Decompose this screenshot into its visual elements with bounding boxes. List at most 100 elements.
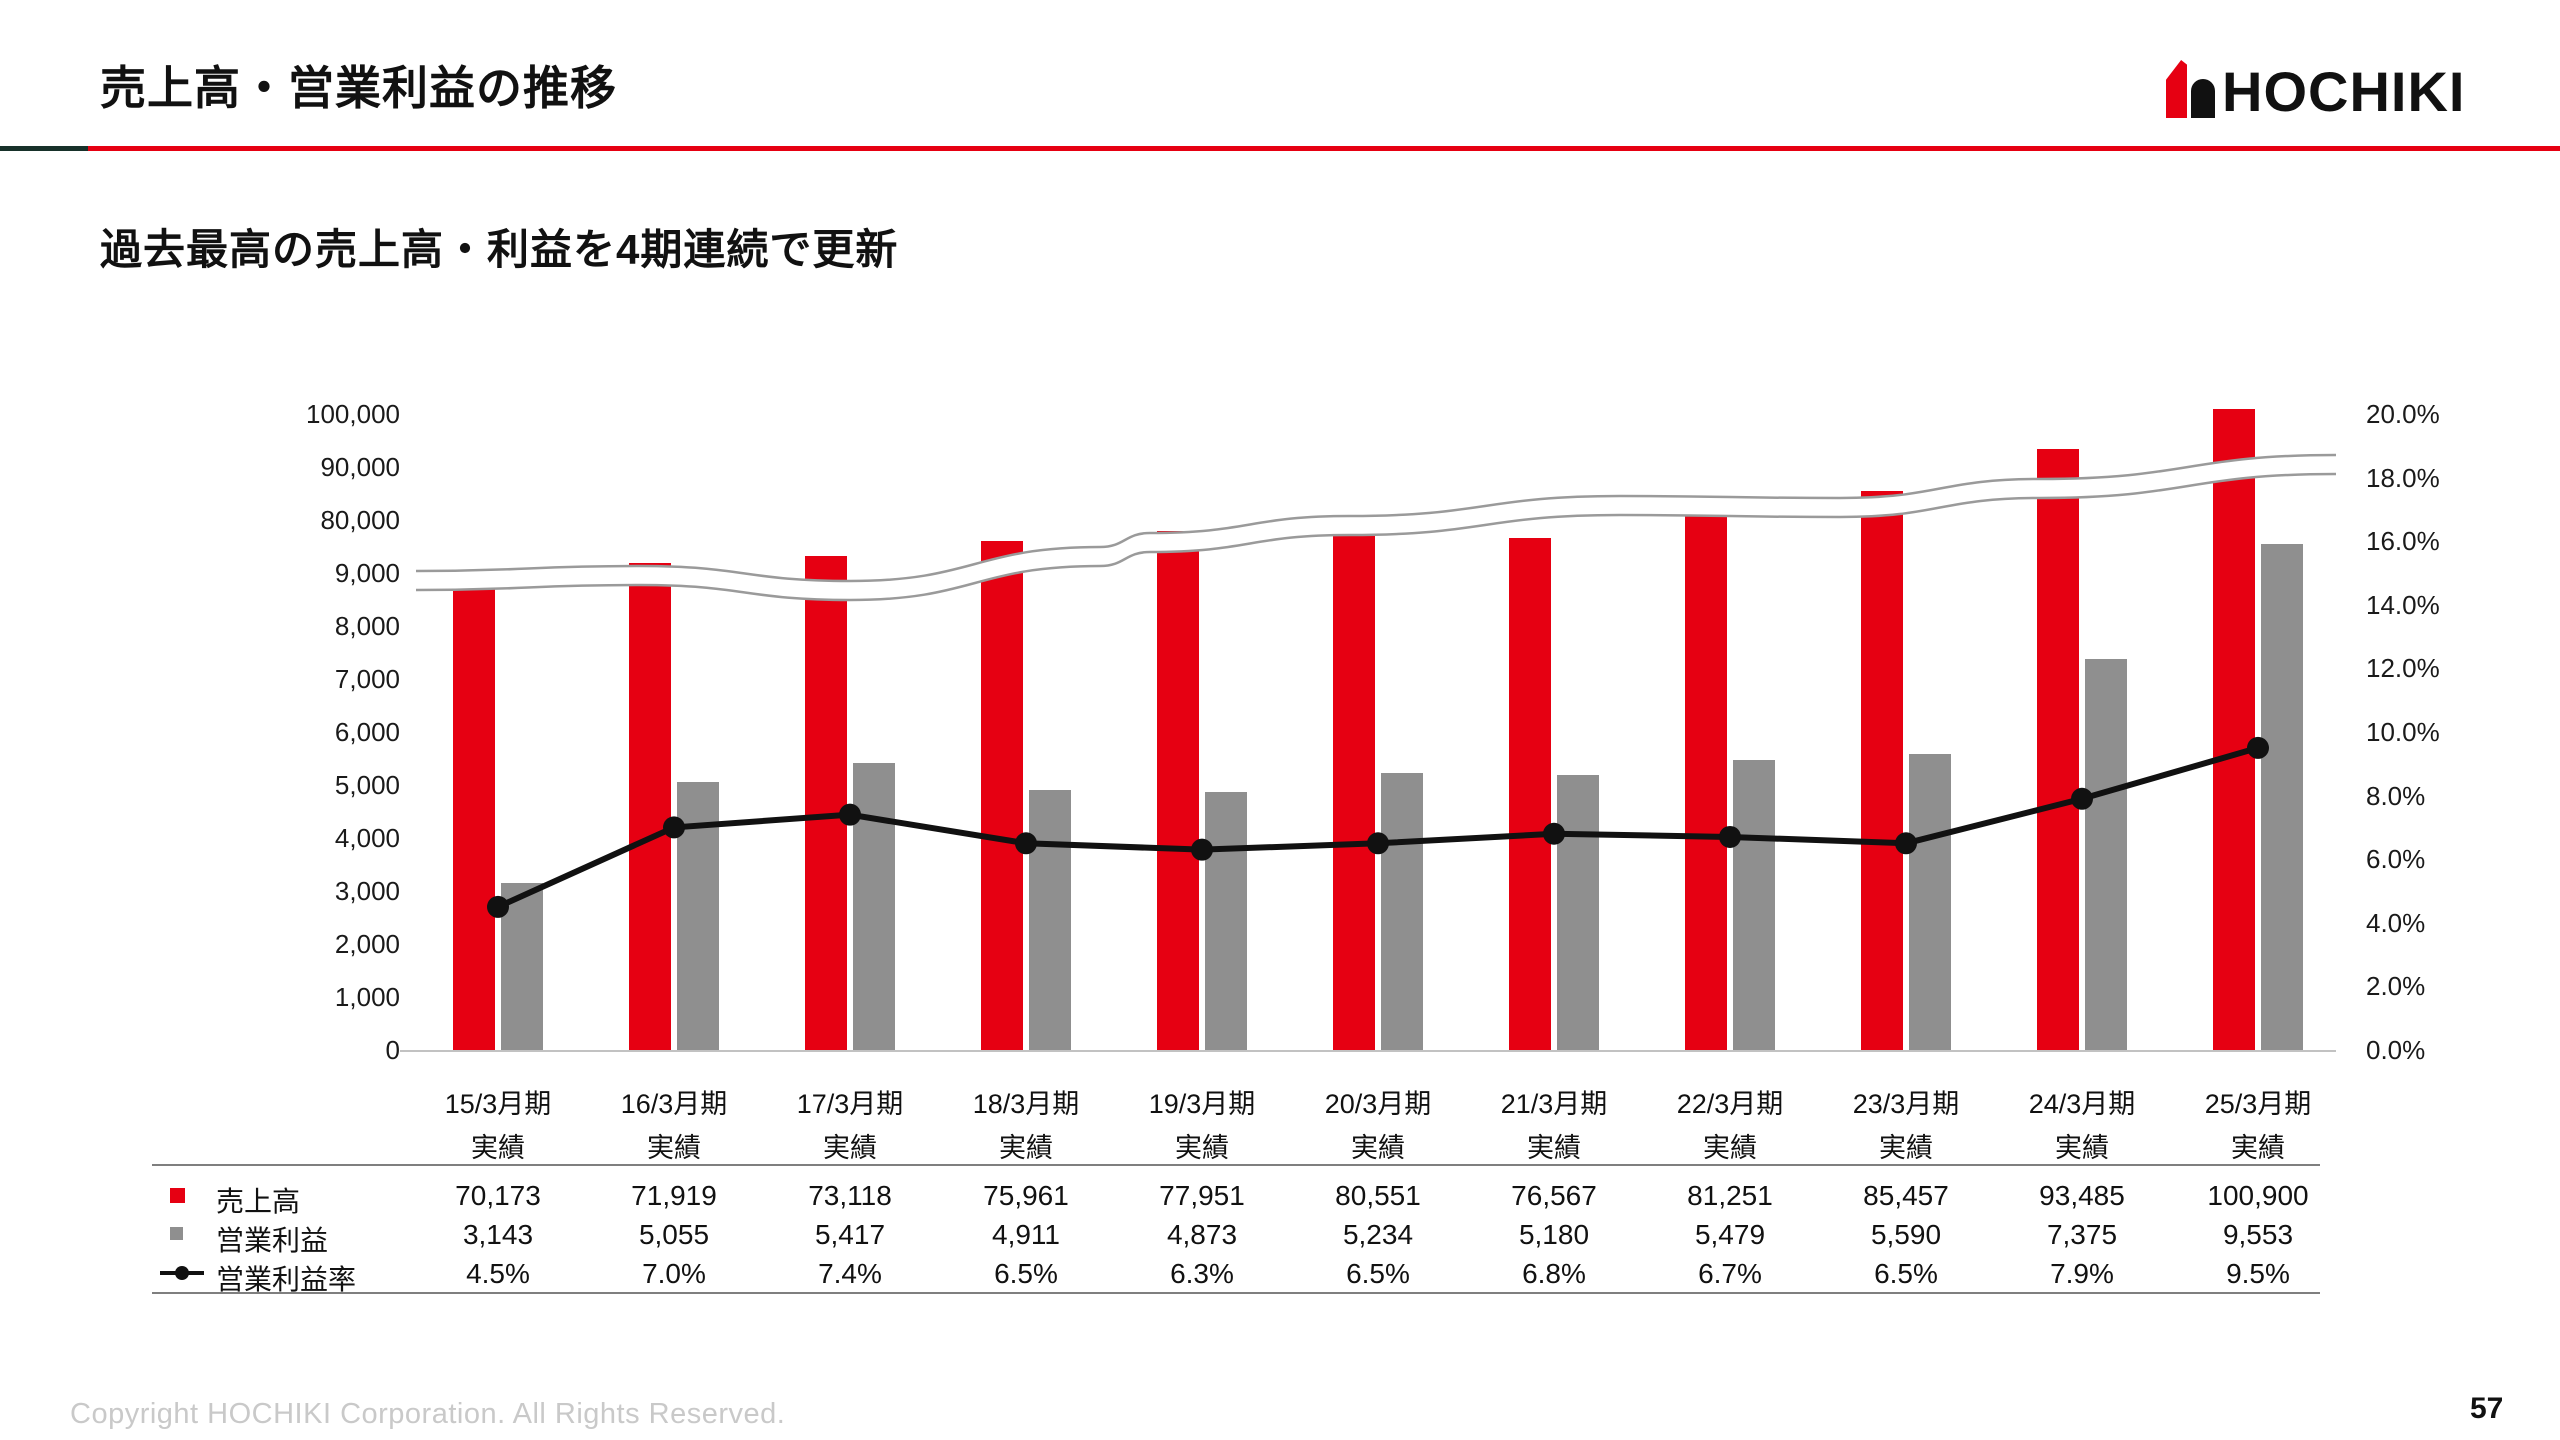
operating-income-bar xyxy=(2085,659,2127,1050)
x-axis-label: 15/3月期 xyxy=(444,1089,552,1119)
right-axis-tick-label: 20.0% xyxy=(2366,399,2440,429)
table-cell: 81,251 xyxy=(1687,1180,1773,1211)
x-axis-sublabel: 実績 xyxy=(1703,1133,1757,1163)
operating-margin-legend-dot xyxy=(175,1266,189,1280)
x-axis-label: 21/3月期 xyxy=(1500,1089,1608,1119)
operating-income-bar xyxy=(2261,543,2303,1050)
table-cell: 75,961 xyxy=(983,1180,1069,1211)
slide-subtitle: 過去最高の売上高・利益を4期連続で更新 xyxy=(100,226,899,273)
table-cell: 5,055 xyxy=(638,1219,710,1250)
table-cell: 9.5% xyxy=(2226,1258,2290,1289)
operating-income-bar xyxy=(1733,759,1775,1050)
right-axis-tick-label: 6.0% xyxy=(2366,844,2426,875)
x-axis-label: 19/3月期 xyxy=(1148,1089,1256,1119)
table-cell: 5,180 xyxy=(1518,1219,1590,1250)
table-cell: 5,417 xyxy=(814,1219,886,1250)
sales-bar xyxy=(981,541,1023,1050)
table-cell: 93,485 xyxy=(2039,1180,2125,1211)
table-cell: 100,900 xyxy=(2207,1180,2309,1211)
table-cell: 7.9% xyxy=(2050,1258,2114,1289)
sales-bar xyxy=(1861,491,1903,1050)
left-axis-tick-label: 3,000 xyxy=(334,876,400,906)
right-axis-tick-label: 12.0% xyxy=(2366,653,2440,684)
table-cell: 6.5% xyxy=(1346,1258,1410,1289)
table-cell: 4,911 xyxy=(992,1219,1060,1250)
hochiki-logo-text: HOCHIKI xyxy=(2222,60,2466,123)
table-cell: 3,143 xyxy=(462,1219,534,1250)
table-cell: 7.4% xyxy=(818,1258,882,1289)
table-row-label: 営業利益 xyxy=(216,1225,329,1256)
table-cell: 73,118 xyxy=(808,1180,892,1211)
x-axis-sublabel: 実績 xyxy=(647,1133,701,1163)
left-axis-tick-label: 5,000 xyxy=(334,770,400,800)
table-cell: 77,951 xyxy=(1159,1180,1245,1211)
left-axis-tick-label: 80,000 xyxy=(320,505,400,535)
table-cell: 4,873 xyxy=(1166,1219,1238,1250)
page-number: 57 xyxy=(2470,1392,2504,1425)
table-cell: 6.8% xyxy=(1522,1258,1586,1289)
table-cell: 80,551 xyxy=(1335,1180,1421,1211)
table-top-rule xyxy=(152,1164,2320,1166)
table-cell: 70,173 xyxy=(455,1180,541,1211)
x-axis-sublabel: 実績 xyxy=(823,1133,877,1163)
hochiki-logo-flame-icon xyxy=(2166,60,2187,118)
table-cell: 6.7% xyxy=(1698,1258,1762,1289)
operating-income-bar xyxy=(1381,772,1423,1050)
title-divider-red-segment xyxy=(88,146,2560,151)
table-bottom-rule xyxy=(152,1292,2320,1294)
table-cell: 5,234 xyxy=(1342,1219,1414,1250)
sales-bar xyxy=(1685,513,1727,1050)
x-axis-sublabel: 実績 xyxy=(999,1133,1053,1163)
operating-income-bar xyxy=(853,762,895,1050)
sales-bar xyxy=(453,572,495,1050)
table-cell: 4.5% xyxy=(466,1258,530,1289)
right-axis-tick-label: 10.0% xyxy=(2366,717,2440,747)
left-axis-tick-label: 9,000 xyxy=(334,558,400,588)
x-axis-sublabel: 実績 xyxy=(2231,1133,2285,1163)
x-axis-label: 18/3月期 xyxy=(972,1089,1080,1119)
table-cell: 9,553 xyxy=(2222,1219,2294,1250)
left-axis-tick-label: 2,000 xyxy=(334,929,400,959)
x-axis-label: 25/3月期 xyxy=(2204,1089,2312,1119)
table-cell: 5,590 xyxy=(1870,1219,1942,1250)
table-cell: 7,375 xyxy=(2046,1219,2118,1250)
hochiki-logo: HOCHIKI xyxy=(2166,45,2526,123)
hochiki-logo-block-icon xyxy=(2191,79,2215,118)
x-axis-label: 23/3月期 xyxy=(1852,1089,1960,1119)
left-axis-tick-label: 7,000 xyxy=(334,664,400,694)
left-axis-tick-label: 1,000 xyxy=(334,982,400,1012)
x-axis-label: 17/3月期 xyxy=(796,1089,904,1119)
copyright-text: Copyright HOCHIKI Corporation. All Right… xyxy=(70,1398,786,1430)
table-cell: 6.5% xyxy=(994,1258,1058,1289)
title-divider-dark-segment xyxy=(0,146,88,151)
table-cell: 7.0% xyxy=(642,1258,706,1289)
operating-income-bar xyxy=(1205,791,1247,1050)
x-axis-line xyxy=(400,1050,2336,1052)
table-cell: 85,457 xyxy=(1863,1180,1949,1211)
left-axis-tick-label: 90,000 xyxy=(320,452,400,482)
x-axis-label: 22/3月期 xyxy=(1676,1089,1784,1119)
operating-income-bar xyxy=(1029,789,1071,1050)
table-cell: 71,919 xyxy=(631,1180,717,1211)
right-axis-tick-label: 4.0% xyxy=(2366,907,2426,938)
page-title: 売上高・営業利益の推移 xyxy=(100,62,617,114)
operating-income-bar xyxy=(677,782,719,1050)
chart-data-table: 売上高 70,173 71,919 73,118 75,961 77,951 80,551 7… xyxy=(0,1060,2560,1320)
x-axis-label: 24/3月期 xyxy=(2028,1089,2136,1119)
operating-income-bar xyxy=(1557,775,1599,1050)
operating-income-legend-swatch xyxy=(170,1227,183,1240)
x-axis-sublabel: 実績 xyxy=(1175,1133,1229,1163)
table-cell: 5,479 xyxy=(1694,1219,1766,1250)
sales-legend-swatch xyxy=(170,1188,185,1203)
right-axis-tick-label: 0.0% xyxy=(2366,1035,2426,1065)
left-axis-tick-label: 4,000 xyxy=(334,823,400,853)
x-axis-label: 16/3月期 xyxy=(620,1089,728,1119)
table-cell: 76,567 xyxy=(1511,1180,1597,1211)
sales-bar xyxy=(629,562,671,1050)
table-cell: 6.5% xyxy=(1874,1258,1938,1289)
left-axis-tick-label: 8,000 xyxy=(334,611,400,641)
sales-bar xyxy=(805,556,847,1050)
left-axis-tick-label: 100,000 xyxy=(306,399,400,429)
right-axis-tick-label: 8.0% xyxy=(2366,780,2426,811)
